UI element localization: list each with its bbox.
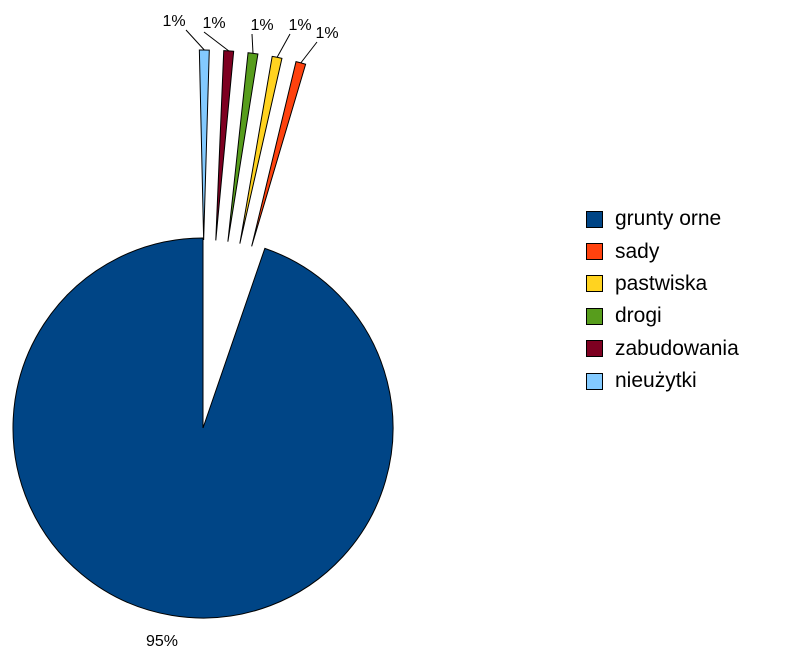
legend-item-drogi: drogi (586, 300, 739, 332)
slice-label: 1% (202, 15, 225, 32)
pie-slice-drogi (227, 52, 259, 242)
slice-label: 1% (250, 17, 273, 34)
legend-swatch (586, 307, 603, 325)
legend-item-pastwiska: pastwiska (586, 268, 739, 300)
legend: grunty orne sady pastwiska drogi zabudow… (586, 203, 739, 397)
slice-leader-line (185, 29, 205, 51)
legend-item-nieuzytki: nieużytki (586, 365, 739, 397)
legend-label: pastwiska (615, 271, 708, 295)
legend-swatch (586, 210, 603, 228)
legend-swatch (586, 340, 603, 358)
slice-label: 1% (315, 25, 338, 42)
slice-leader-line (300, 41, 318, 64)
legend-label: nieużytki (615, 369, 697, 393)
legend-swatch (586, 372, 603, 390)
slice-leader-line (203, 31, 230, 52)
legend-label: grunty orne (615, 207, 722, 231)
legend-swatch (586, 243, 603, 261)
legend-label: drogi (615, 304, 662, 328)
legend-item-sady: sady (586, 235, 739, 267)
slice-leader-line (276, 33, 291, 58)
pie-slice-grunty-orne (12, 237, 394, 619)
legend-label: zabudowania (615, 336, 739, 360)
slice-leader-line (251, 33, 254, 54)
legend-item-zabudowania: zabudowania (586, 333, 739, 365)
slice-label: 1% (288, 17, 311, 34)
legend-label: sady (615, 239, 660, 263)
legend-swatch (586, 275, 603, 293)
legend-item-grunty-orne: grunty orne (586, 203, 739, 235)
pie-slice-nieużytki (198, 49, 210, 241)
slice-label: 1% (162, 13, 185, 30)
slice-label: 95% (146, 633, 178, 649)
